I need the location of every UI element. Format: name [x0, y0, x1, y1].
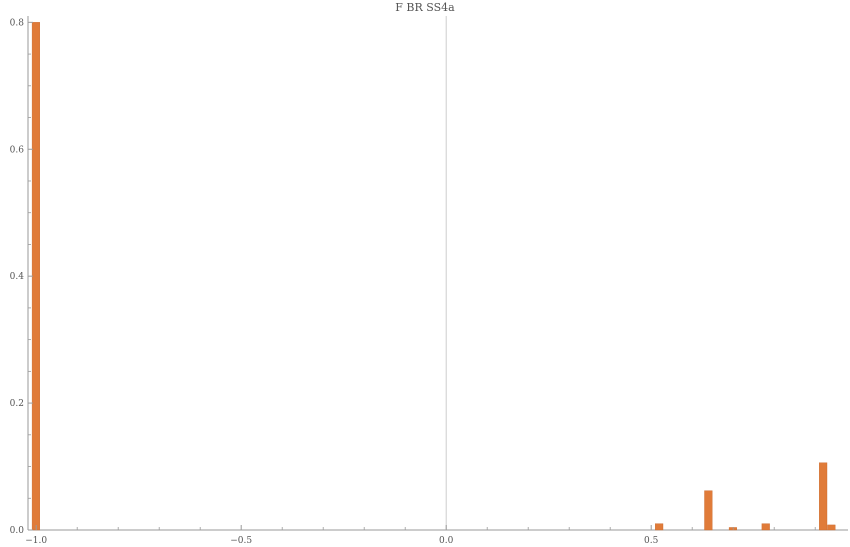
chart-title: F BR SS4a — [395, 1, 455, 14]
y-tick-label: 0.6 — [10, 145, 25, 155]
y-tick-label: 0.4 — [10, 272, 25, 282]
bar-2 — [704, 490, 713, 531]
y-tick-label: 0.2 — [10, 399, 24, 409]
bar-6 — [827, 524, 836, 531]
axes — [27, 16, 848, 531]
bars — [31, 22, 836, 531]
x-tick-label: 0.0 — [439, 536, 454, 546]
bar-5 — [819, 462, 828, 531]
x-tick-label: 0.5 — [644, 536, 659, 546]
bar-1 — [655, 523, 664, 531]
y-tick-label: 0.0 — [10, 526, 25, 536]
bar-4 — [761, 523, 770, 531]
ticks: 0.0 0.2 0.4 0.6 0.8 −1.0 −0.5 0.0 0.5 — [10, 18, 816, 546]
y-tick-label: 0.8 — [10, 18, 25, 28]
x-tick-label: −1.0 — [25, 536, 47, 546]
x-tick-label: −0.5 — [230, 536, 252, 546]
bar-0 — [31, 22, 40, 531]
